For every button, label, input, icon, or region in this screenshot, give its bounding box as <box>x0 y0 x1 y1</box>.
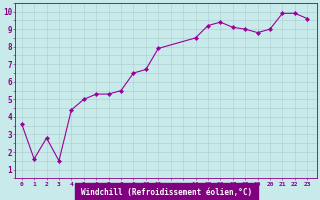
X-axis label: Windchill (Refroidissement éolien,°C): Windchill (Refroidissement éolien,°C) <box>81 188 252 197</box>
